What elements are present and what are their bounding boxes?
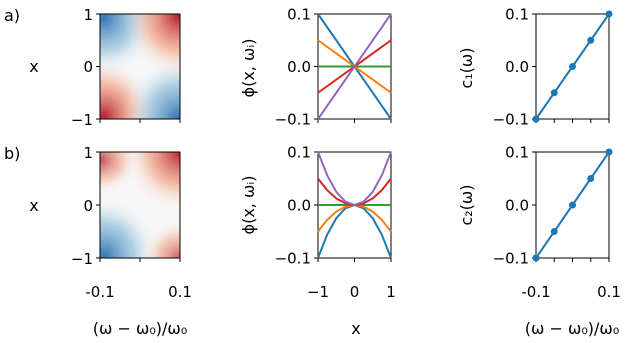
coef-b-point: [569, 201, 576, 209]
lines-b-series-4: [317, 151, 392, 207]
coef-a-point: [587, 36, 595, 44]
coef-a-point: [532, 115, 540, 123]
heatmap-a-ytick-m1: −1: [71, 111, 93, 129]
lines-a-series-4: [317, 13, 392, 120]
panel-label-b: b): [4, 144, 20, 163]
heatmap-b-ylabel: x: [29, 196, 38, 215]
heatmap-b-blob-top-right: [124, 152, 180, 212]
coef-b-ytick-label: −0.1: [493, 250, 529, 268]
coef-a-point: [569, 63, 576, 70]
lines-a-ytick-label: −0.1: [275, 111, 311, 129]
heatmap-b-blob-bottom-right: [140, 220, 180, 258]
lines-b-xtick-label: −1: [307, 283, 329, 301]
coef-b-point: [605, 148, 613, 156]
lines-b-xtick-label: 1: [386, 283, 396, 301]
heatmap-b-xtick-01: 0.1: [168, 283, 192, 301]
coef-b-ytick-label: 0.0: [505, 197, 529, 215]
lines-b-ytick-label: 0.1: [287, 144, 311, 162]
heatmap-b-ytick-m1: −1: [71, 250, 93, 268]
heatmap-b-xlabel: (ω − ω₀)/ω₀: [93, 319, 187, 338]
heatmap-a-ylabel: x: [29, 57, 38, 76]
heatmap-b: 1 0 −1 -0.1 0.1 x (ω − ω₀)/ω₀: [29, 144, 192, 338]
lines-a-ylabel: ϕ(x, ωᵢ): [239, 39, 258, 98]
heatmap-b-ytick-1: 1: [83, 144, 93, 162]
lines-b-ytick-label: −0.1: [275, 250, 311, 268]
coef-b-ytick-label: 0.1: [505, 144, 529, 162]
lines-b-series-1: [317, 203, 392, 233]
coef-a-plot: 0.1 0.0 −0.1: [493, 6, 613, 129]
coef-a-ytick-label: 0.0: [505, 58, 529, 76]
coef-a-ytick-label: −0.1: [493, 111, 529, 129]
lines-b-ytick-label: 0.0: [287, 197, 311, 215]
lines-a-ytick-label: 0.0: [287, 58, 311, 76]
coef-b-point: [587, 175, 595, 182]
coef-b-point: [532, 254, 540, 262]
panel-label-a: a): [4, 6, 20, 25]
coef-b-point: [550, 228, 558, 235]
coef-a-point: [550, 89, 558, 97]
coef-b-xlabel: (ω − ω₀)/ω₀: [525, 319, 619, 338]
lines-b-series-3: [317, 177, 392, 207]
coef-a-point: [605, 10, 613, 18]
coef-a-ylabel: c₁(ω): [457, 47, 476, 88]
lines-b-ylabel: ϕ(x, ωᵢ): [239, 176, 258, 235]
coef-b-xtick-label: 0.1: [597, 283, 621, 301]
coef-a-ytick-label: 0.1: [505, 6, 529, 24]
coef-b-plot: 0.1 0.0 −0.1 -0.1 0.1: [493, 144, 621, 302]
heatmap-b-ytick-0: 0: [83, 197, 93, 215]
heatmap-a-ytick-1: 1: [83, 6, 93, 24]
coef-b-xtick-label: -0.1: [521, 283, 550, 301]
heatmap-b-xtick-m01: -0.1: [85, 283, 114, 301]
heatmap-a-ytick-0: 0: [83, 58, 93, 76]
lines-b-xlabel: x: [351, 319, 360, 338]
lines-b-series-0: [317, 203, 392, 259]
lines-b-plot: 0.1 0.0 −0.1 −1 0 1: [275, 144, 396, 302]
heatmap-a: 1 0 −1 x: [29, 6, 181, 129]
coef-b-ylabel: c₂(ω): [457, 184, 476, 225]
lines-a-plot: 0.1 0.0 −0.1: [275, 6, 392, 129]
lines-b-xtick-label: 0: [350, 283, 360, 301]
heatmap-a-blob-bottom-right: [123, 56, 180, 119]
lines-a-ytick-label: 0.1: [287, 6, 311, 24]
